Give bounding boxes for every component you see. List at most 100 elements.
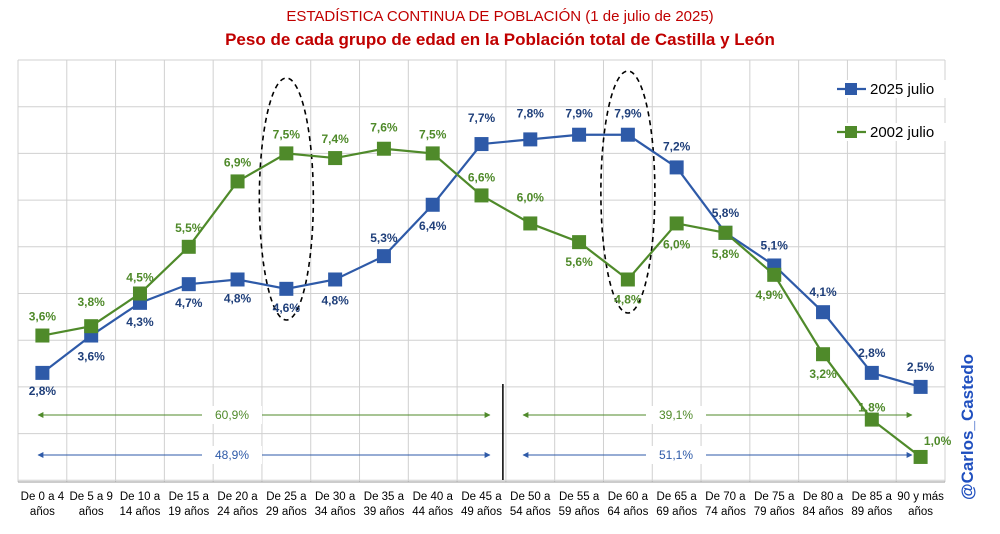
data-label-s2002: 6,0% (517, 190, 545, 204)
marker-s2002 (669, 216, 684, 231)
marker-s2002 (328, 151, 343, 166)
data-label-s2025: 2,5% (907, 360, 935, 374)
data-label-s2025: 4,8% (321, 293, 349, 307)
legend-label-s2002: 2002 julio (870, 124, 934, 141)
marker-s2002 (230, 174, 245, 189)
data-label-s2025: 4,7% (175, 296, 203, 310)
legend-marker-s2002 (845, 126, 857, 138)
data-label-s2025: 4,6% (273, 301, 301, 315)
marker-s2002 (84, 319, 99, 334)
legend-label-s2025: 2025 julio (870, 81, 934, 98)
chart-title: ESTADÍSTICA CONTINUA DE POBLACIÓN (1 de … (286, 8, 714, 25)
data-labels: 2,8% 3,6% 4,3% 4,7% 4,8% 4,6% 4,8% 5,3% 6,4% 7,7%… (29, 106, 952, 448)
legend-marker-s2025 (845, 83, 857, 95)
data-label-s2025: 3,6% (78, 350, 106, 364)
marker-s2002 (620, 272, 635, 287)
marker-s2002 (767, 267, 782, 282)
data-label-s2002: 5,5% (175, 221, 203, 235)
marker-s2002 (35, 328, 50, 343)
series-markers (35, 127, 928, 464)
x-tick-label: De 55 a 59 años (559, 491, 600, 518)
marker-s2002 (425, 146, 440, 161)
annotation-layer: 60,9% 39,1% 48,9% 51,1% (37, 70, 913, 480)
marker-s2025 (181, 277, 196, 292)
marker-s2025 (864, 365, 879, 380)
legend-bg (834, 123, 949, 141)
x-tick-label: De 0 a 4 años (21, 491, 65, 518)
marker-s2025 (913, 379, 928, 394)
marker-s2025 (376, 249, 391, 264)
data-label-s2002: 7,4% (321, 132, 349, 146)
marker-s2025 (230, 272, 245, 287)
x-tick-label: De 15 a 19 años (168, 491, 209, 518)
marker-s2025 (474, 137, 489, 152)
marker-s2025 (35, 365, 50, 380)
range-label: 39,1% (659, 408, 693, 422)
data-label-s2002: 3,6% (29, 310, 57, 324)
range-label: 60,9% (215, 408, 249, 422)
range-label: 48,9% (215, 448, 249, 462)
marker-s2025 (279, 281, 294, 296)
marker-s2025 (425, 197, 440, 212)
marker-s2002 (474, 188, 489, 203)
marker-s2002 (913, 449, 928, 464)
data-label-s2002: 4,9% (756, 288, 784, 302)
author-watermark: @Carlos_Castedo (958, 353, 977, 500)
marker-s2025 (328, 272, 343, 287)
data-label-s2002: 5,6% (565, 255, 593, 269)
marker-s2002 (376, 141, 391, 156)
x-tick-label: De 25 a 29 años (266, 491, 307, 518)
data-label-s2002: 7,5% (419, 127, 447, 141)
data-label-s2002: 3,2% (809, 367, 837, 381)
marker-s2025 (572, 127, 587, 142)
data-label-s2002: 1,8% (858, 401, 886, 415)
data-label-s2025: 5,3% (370, 231, 398, 245)
data-label-s2025: 4,8% (224, 291, 252, 305)
data-label-s2025: 2,8% (858, 346, 886, 360)
data-label-s2025: 5,1% (761, 238, 789, 252)
highlight-ellipse (258, 77, 315, 321)
x-tick-label: De 35 a 39 años (363, 491, 404, 518)
x-tick-label: De 40 a 44 años (412, 491, 453, 518)
data-label-s2025: 4,1% (809, 285, 837, 299)
marker-s2025 (620, 127, 635, 142)
data-label-s2002: 6,0% (663, 237, 691, 251)
data-label-s2002: 6,6% (468, 170, 496, 184)
x-tick-label: De 65 a 69 años (656, 491, 697, 518)
data-label-s2025: 5,8% (712, 206, 740, 220)
data-label-s2025: 4,3% (126, 315, 154, 329)
data-label-s2002: 4,8% (614, 292, 642, 306)
marker-s2002 (816, 347, 831, 362)
x-tick-label: De 75 a 79 años (754, 491, 795, 518)
marker-s2002 (181, 239, 196, 254)
data-label-s2025: 7,7% (468, 111, 496, 125)
marker-s2002 (523, 216, 538, 231)
data-label-s2002: 5,8% (712, 247, 740, 261)
data-label-s2002: 1,0% (924, 434, 952, 448)
data-label-s2025: 7,9% (614, 107, 642, 121)
highlight-ellipse (600, 70, 656, 314)
data-label-s2002: 3,8% (78, 295, 106, 309)
data-label-s2025: 2,8% (29, 384, 57, 398)
range-label: 51,1% (659, 448, 693, 462)
marker-s2025 (669, 160, 684, 175)
x-tick-label: De 60 a 64 años (607, 491, 648, 518)
chart-subtitle: Peso de cada grupo de edad en la Poblaci… (225, 30, 775, 49)
marker-s2002 (864, 412, 879, 427)
range-label-bg (646, 446, 706, 464)
marker-s2002 (572, 235, 587, 250)
range-label-bg (202, 406, 262, 424)
x-tick-label: De 10 a 14 años (120, 491, 161, 518)
gridlines (17, 59, 946, 483)
data-label-s2025: 7,2% (663, 139, 691, 153)
legend-bg (834, 80, 949, 98)
x-tick-label: De 70 a 74 años (705, 491, 746, 518)
marker-s2025 (816, 305, 831, 320)
x-tick-label: De 50 a 54 años (510, 491, 551, 518)
data-label-s2002: 6,9% (224, 155, 252, 169)
marker-s2002 (718, 225, 733, 240)
x-tick-label: 90 y más años (897, 491, 944, 518)
legend: 2025 julio 2002 julio (834, 80, 949, 141)
